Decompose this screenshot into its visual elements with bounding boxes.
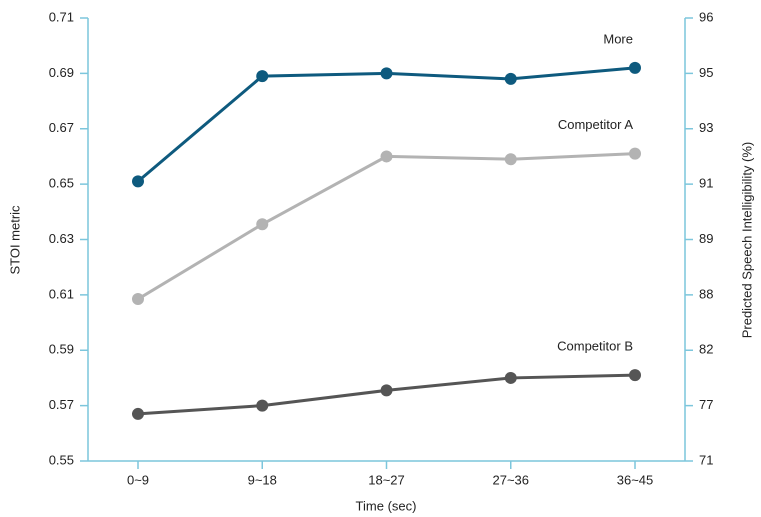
series-label: Competitor A [558, 117, 633, 132]
series-line [137, 152, 636, 301]
data-point [504, 72, 517, 85]
data-point [504, 153, 517, 166]
y2-tick-label: 96 [699, 9, 713, 24]
y-tick-label: 0.67 [49, 120, 74, 135]
series-label: Competitor B [557, 339, 633, 354]
data-point [629, 61, 641, 74]
y-tick-label: 0.69 [49, 65, 74, 80]
data-point [380, 67, 393, 80]
x-tick-label: 18~27 [368, 472, 405, 487]
x-tick-label: 9~18 [248, 472, 277, 487]
data-point [256, 218, 269, 231]
y2-tick-label: 88 [699, 286, 713, 301]
y-tick-label: 0.59 [49, 342, 74, 357]
y-tick-label: 0.61 [49, 286, 74, 301]
data-point [629, 147, 641, 160]
data-point [504, 371, 517, 384]
y-tick-label: 0.65 [49, 176, 74, 191]
y2-tick-label: 95 [699, 65, 713, 80]
x-tick-label: 0~9 [127, 472, 149, 487]
y-tick-label: 0.55 [49, 452, 74, 467]
y2-tick-label: 89 [699, 231, 713, 246]
y2-axis-title: Predicted Speech Intelligibility (%) [739, 142, 754, 339]
series-label: More [603, 31, 633, 46]
y2-tick-label: 77 [699, 397, 713, 412]
x-tick-label: 36~45 [617, 472, 654, 487]
data-point [629, 369, 641, 382]
y-tick-label: 0.63 [49, 231, 74, 246]
data-point [380, 150, 393, 163]
data-point [132, 293, 144, 306]
y-tick-label: 0.57 [49, 397, 74, 412]
y2-tick-label: 91 [699, 176, 713, 191]
data-point [132, 175, 144, 188]
data-point [132, 407, 144, 420]
y2-tick-label: 93 [699, 120, 713, 135]
y-axis-title: STOI metric [7, 205, 22, 275]
y-tick-label: 0.71 [49, 9, 74, 24]
y2-tick-label: 71 [699, 452, 713, 467]
data-point [256, 399, 269, 412]
data-point [380, 384, 393, 397]
y2-tick-label: 82 [699, 342, 713, 357]
data-point [256, 70, 269, 83]
x-axis-title: Time (sec) [356, 498, 417, 513]
x-tick-label: 27~36 [492, 472, 529, 487]
